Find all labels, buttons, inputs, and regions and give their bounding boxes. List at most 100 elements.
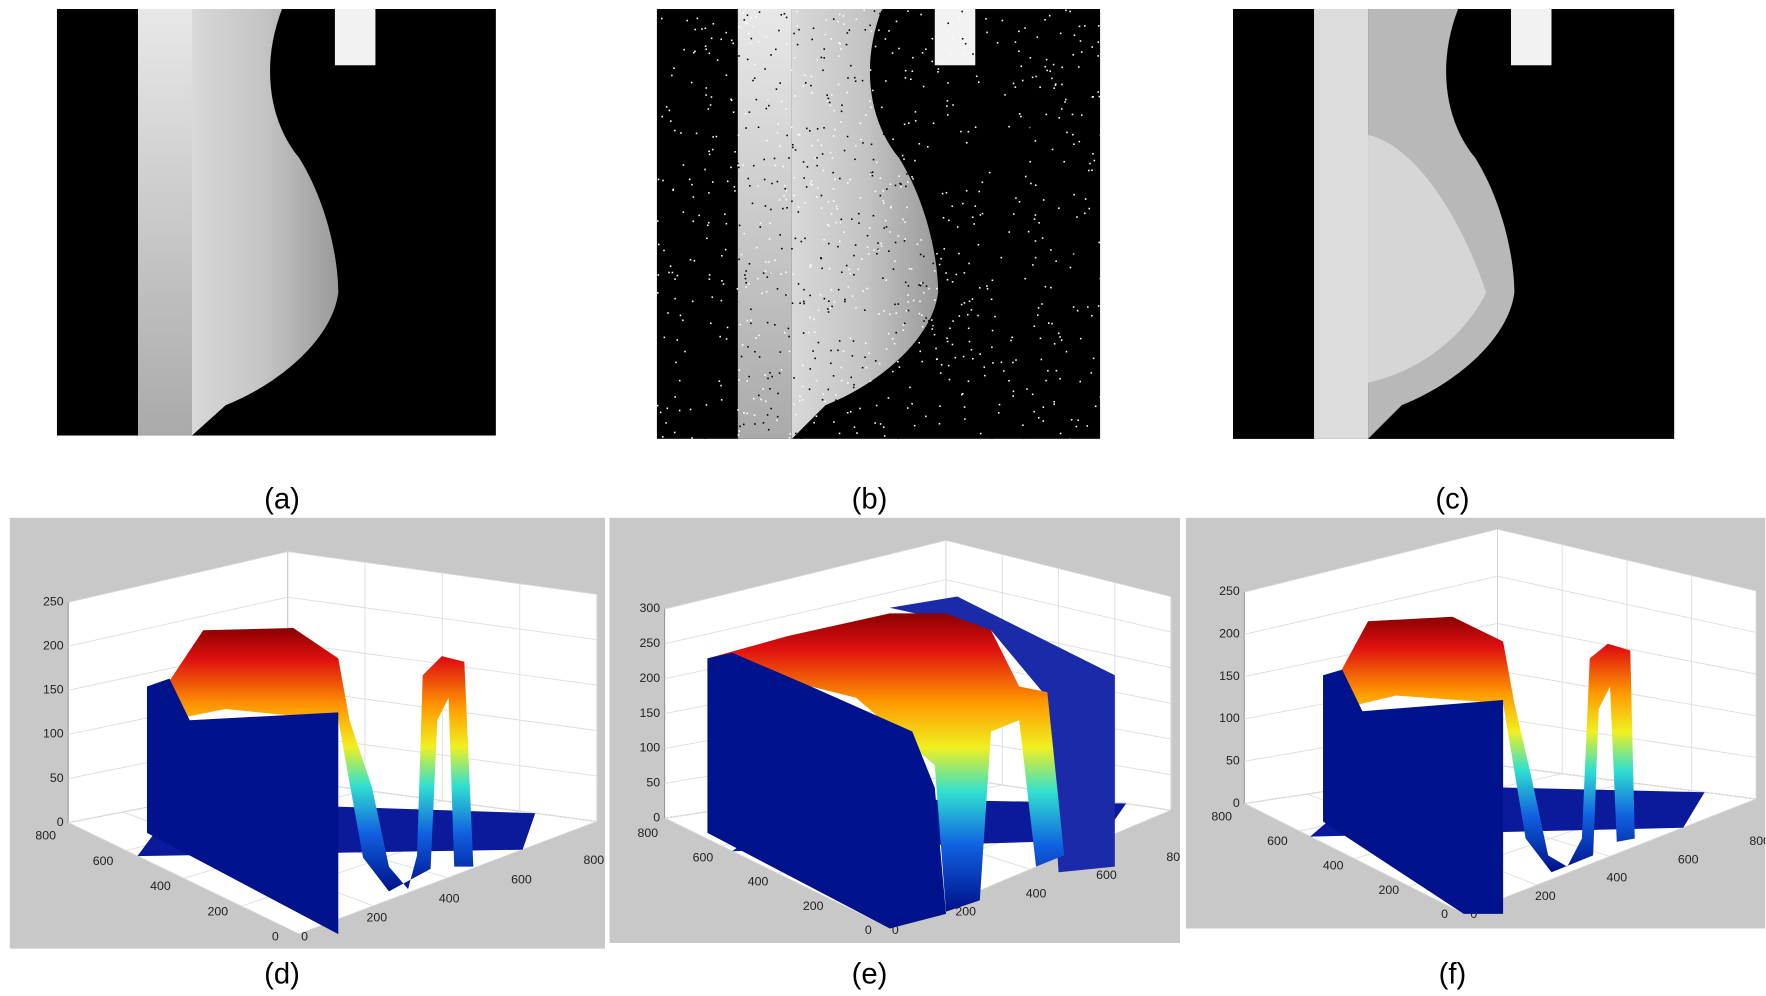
noise-dot (1081, 19, 1084, 22)
noise-dot (998, 250, 1000, 253)
z-tick-label: 150 (1219, 669, 1240, 683)
noise-dot (1045, 422, 1048, 424)
noise-dot (692, 220, 695, 222)
noise-dot (874, 360, 877, 362)
noise-dot (798, 133, 801, 136)
noise-dot (1073, 145, 1076, 148)
noise-dot (985, 110, 987, 113)
noise-dot (768, 104, 770, 107)
noise-dot (891, 413, 894, 416)
noise-dot (911, 70, 914, 73)
noise-dot (679, 314, 682, 317)
noise-dot (767, 377, 769, 380)
noise-dot (830, 213, 833, 215)
surface-plot: 0 50 100 150 200 250 300 800 600 400 200 0 0 200 400 60… (609, 517, 1180, 944)
noise-dot (1024, 27, 1026, 29)
noise-dot (1018, 113, 1021, 115)
z-tick-label: 50 (1226, 754, 1240, 768)
noise-dot (694, 50, 696, 53)
noise-dot (791, 302, 794, 305)
noise-dot (799, 437, 802, 439)
noise-dot (664, 98, 667, 101)
noise-dot (1060, 203, 1062, 206)
noise-dot (970, 309, 973, 311)
noise-dot (719, 177, 722, 179)
noise-dot (1001, 9, 1003, 12)
noise-dot (925, 317, 927, 319)
noise-dot (776, 131, 779, 134)
noise-dot (1094, 259, 1097, 262)
noise-dot (854, 76, 856, 79)
noise-dot (759, 226, 762, 228)
noise-dot (901, 385, 904, 387)
noise-dot (1053, 343, 1056, 345)
noise-dot (976, 344, 979, 346)
noise-dot (829, 307, 832, 309)
noise-dot (908, 122, 910, 124)
noise-dot (802, 161, 805, 163)
noise-dot (707, 108, 710, 110)
noise-dot (899, 182, 901, 185)
noise-dot (922, 291, 925, 294)
noise-dot (827, 97, 830, 100)
noise-dot (849, 337, 852, 339)
noise-dot (855, 18, 858, 21)
noise-dot (1033, 410, 1035, 413)
noise-dot (831, 94, 833, 96)
noise-dot (711, 148, 714, 151)
noise-dot (997, 202, 1000, 205)
noise-dot (732, 339, 735, 341)
noise-dot (1053, 87, 1055, 89)
noise-dot (785, 294, 787, 296)
noise-dot (663, 249, 665, 252)
noise-dot (762, 272, 765, 274)
y-tick-label: 400 (150, 879, 171, 893)
noise-dot (765, 107, 768, 110)
noise-dot (920, 239, 922, 241)
noise-dot (674, 129, 676, 132)
noise-dot (1063, 222, 1066, 224)
noise-dot (987, 75, 990, 78)
noise-dot (760, 398, 762, 401)
noise-dot (938, 422, 941, 425)
noise-dot (846, 135, 849, 138)
mammogram-filtered (1233, 9, 1675, 439)
noise-dot (713, 110, 716, 112)
noise-dot (931, 60, 934, 63)
noise-dot (857, 268, 860, 271)
noise-dot (750, 16, 753, 19)
noise-dot (1018, 30, 1020, 33)
noise-dot (816, 187, 819, 189)
noise-dot (951, 37, 954, 40)
noise-dot (864, 28, 867, 31)
noise-dot (783, 195, 785, 197)
noise-dot (922, 255, 925, 258)
noise-dot (1012, 82, 1015, 85)
noise-dot (986, 285, 988, 287)
noise-dot (725, 278, 728, 280)
noise-dot (967, 130, 970, 133)
noise-dot (1052, 63, 1055, 66)
noise-dot (986, 31, 988, 34)
noise-dot (998, 403, 1001, 406)
noise-dot (845, 264, 848, 267)
noise-dot (830, 38, 833, 40)
noise-dot (880, 242, 882, 245)
noise-dot (921, 325, 924, 328)
noise-dot (725, 338, 728, 340)
noise-dot (745, 286, 747, 288)
noise-dot (906, 407, 909, 409)
noise-dot (1051, 322, 1053, 325)
noise-dot (661, 115, 664, 118)
noise-dot (682, 172, 685, 174)
noise-dot (1020, 170, 1022, 173)
noise-dot (974, 126, 977, 129)
noise-dot (887, 101, 890, 104)
noise-dot (906, 206, 908, 209)
noise-dot (912, 56, 914, 59)
noise-dot (748, 111, 751, 113)
noise-dot (1089, 141, 1092, 143)
noise-dot (744, 21, 747, 24)
noise-dot (1023, 336, 1025, 339)
noise-dot (678, 406, 680, 409)
